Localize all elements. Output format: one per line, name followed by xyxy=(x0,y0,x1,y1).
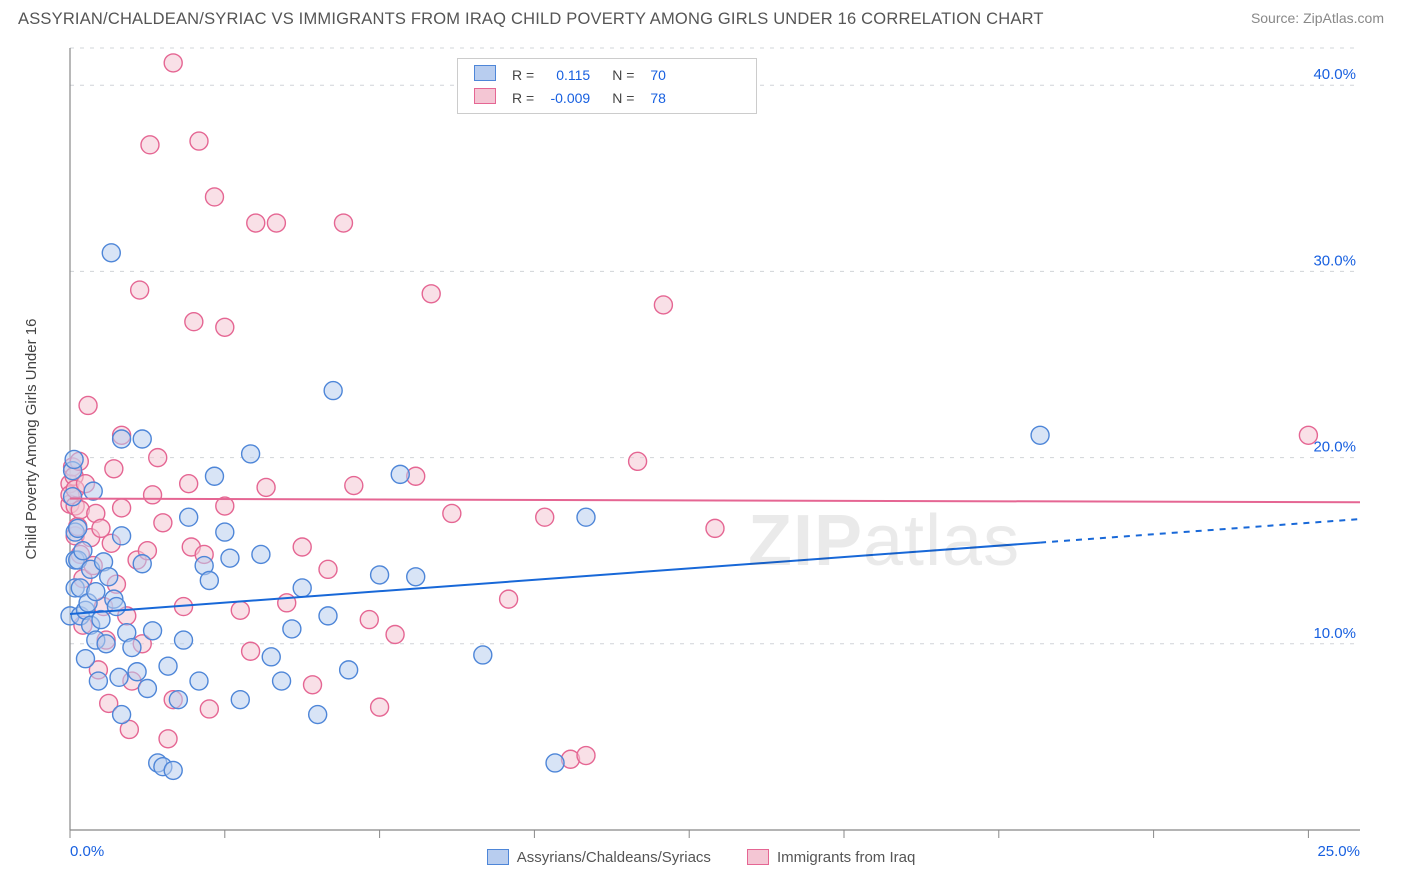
svg-text:20.0%: 20.0% xyxy=(1313,439,1356,456)
legend-item: Immigrants from Iraq xyxy=(747,849,915,866)
svg-text:Child Poverty Among Girls Unde: Child Poverty Among Girls Under 16 xyxy=(23,319,40,560)
legend-item: Assyrians/Chaldeans/Syriacs xyxy=(487,849,711,866)
svg-text:10.0%: 10.0% xyxy=(1313,625,1356,642)
chart-svg: 10.0%20.0%30.0%40.0%0.0%25.0%Child Pover… xyxy=(18,40,1384,872)
source-label: Source: xyxy=(1251,10,1303,26)
page-title: ASSYRIAN/CHALDEAN/SYRIAC VS IMMIGRANTS F… xyxy=(18,10,1044,29)
svg-text:40.0%: 40.0% xyxy=(1313,66,1356,83)
stat-legend-box: R = 0.115 N = 70 R = -0.009 N = 78 xyxy=(457,58,757,114)
legend-bottom: Assyrians/Chaldeans/Syriacs Immigrants fr… xyxy=(18,849,1384,866)
source: Source: ZipAtlas.com xyxy=(1251,10,1384,26)
svg-text:30.0%: 30.0% xyxy=(1313,252,1356,269)
source-link[interactable]: ZipAtlas.com xyxy=(1303,10,1384,26)
correlation-chart: 10.0%20.0%30.0%40.0%0.0%25.0%Child Pover… xyxy=(18,40,1384,872)
stat-legend-table: R = 0.115 N = 70 R = -0.009 N = 78 xyxy=(466,63,674,109)
